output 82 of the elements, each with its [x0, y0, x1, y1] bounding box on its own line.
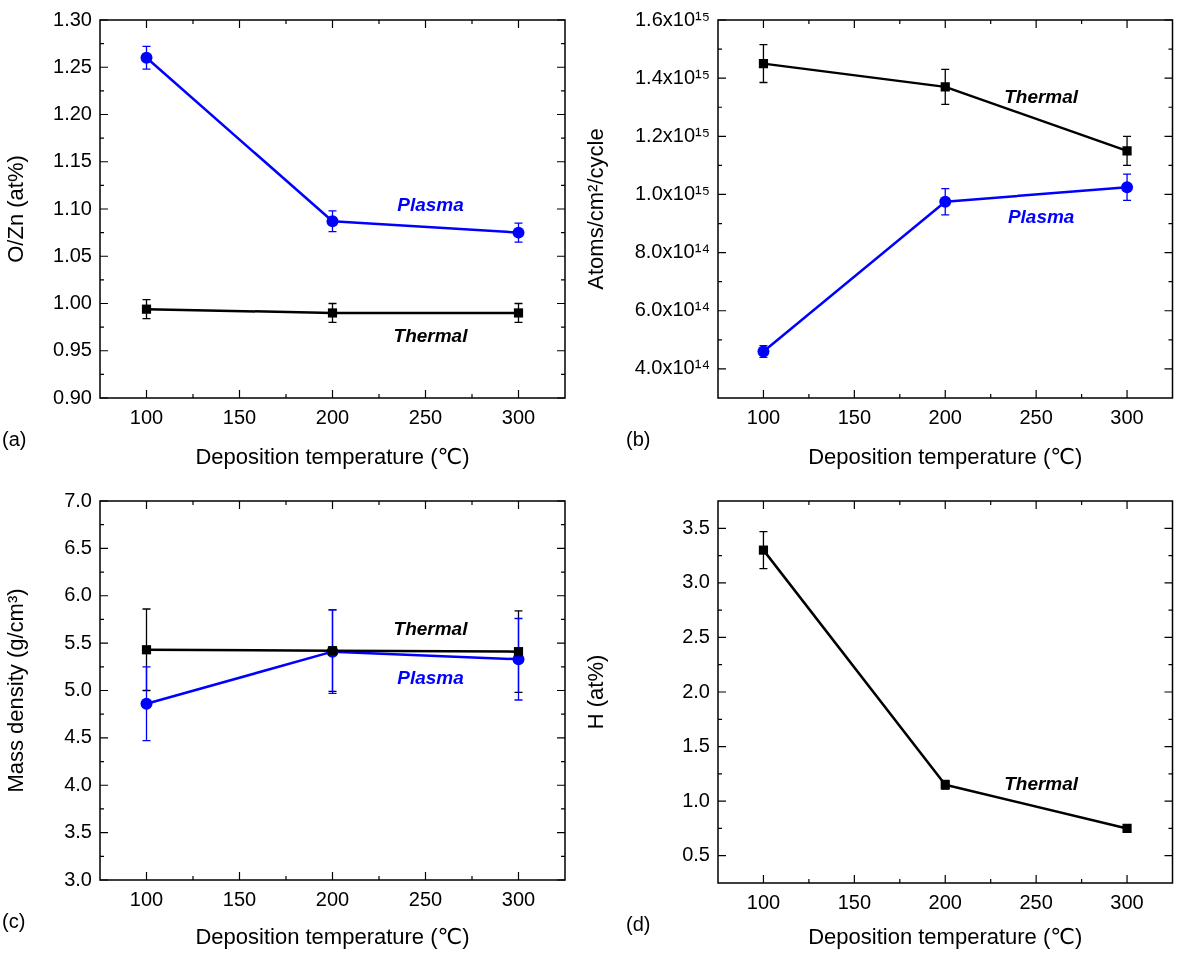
x-tick-label: 150 — [837, 405, 872, 428]
point — [1122, 823, 1132, 834]
x-tick-label: 250 — [408, 887, 443, 910]
x-tick-label: 300 — [1110, 890, 1144, 913]
y-tick-label: 5.0 — [64, 678, 92, 701]
point — [141, 645, 152, 655]
y-tick-label: 3.0 — [682, 570, 710, 593]
y-tick-label: 1.00 — [53, 291, 92, 314]
point — [512, 226, 525, 239]
x-tick-label: 100 — [129, 887, 164, 910]
y-tick-label: 6.0x10¹⁴ — [634, 298, 710, 321]
point — [326, 215, 339, 228]
point — [140, 51, 153, 64]
text: (c) — [2, 909, 26, 932]
y-axis-title: O/Zn (at%) — [3, 155, 29, 263]
y-tick-label: 0.90 — [53, 385, 92, 408]
y-tick-label: 0.5 — [682, 843, 710, 866]
point — [140, 697, 153, 710]
y-tick-label: 6.0 — [64, 583, 92, 606]
x-tick-label: 250 — [408, 405, 443, 428]
series-label: Thermal — [1004, 773, 1079, 795]
series-label: Thermal — [393, 324, 469, 346]
y-tick-label: 1.0x10¹⁵ — [635, 181, 710, 204]
x-tick-label: 100 — [129, 405, 164, 428]
point — [758, 545, 769, 555]
y-tick-label: 2.0 — [682, 679, 710, 702]
y-tick-label: 1.6x10¹⁵ — [635, 7, 710, 30]
x-axis-title: Deposition temperature (℃) — [808, 923, 1083, 949]
y-tick-label: 1.05 — [53, 243, 92, 266]
x-tick-label: 150 — [222, 887, 257, 910]
y-axis-title: Atoms/cm²/cycle — [583, 128, 609, 290]
y-tick-label: 7.0 — [64, 488, 92, 511]
text: (b) — [626, 427, 651, 450]
series-label: Plasma — [397, 667, 465, 689]
y-tick-label: 1.25 — [53, 54, 92, 77]
x-tick-label: 250 — [1019, 405, 1053, 428]
y-tick-label: 4.5 — [64, 725, 92, 748]
series-label: Plasma — [1007, 206, 1075, 228]
y-tick-label: 1.30 — [53, 7, 92, 30]
x-tick-label: 200 — [315, 405, 350, 428]
series-label: Plasma — [397, 193, 465, 215]
y-tick-label: 6.5 — [64, 535, 92, 558]
x-tick-label: 150 — [837, 890, 872, 913]
y-tick-label: 3.5 — [682, 515, 710, 538]
x-tick-label: 100 — [746, 890, 781, 913]
y-tick-label: 4.0x10¹⁴ — [634, 356, 710, 379]
y-tick-label: 1.4x10¹⁵ — [635, 65, 710, 88]
x-tick-label: 300 — [1110, 405, 1144, 428]
x-tick-label: 300 — [501, 405, 536, 428]
x-tick-label: 250 — [1019, 890, 1053, 913]
x-tick-label: 200 — [928, 890, 962, 913]
text: (a) — [2, 427, 27, 450]
y-tick-label: 1.2x10¹⁵ — [635, 123, 710, 146]
y-tick-label: 1.10 — [53, 196, 92, 219]
x-tick-label: 200 — [315, 887, 350, 910]
y-tick-label: 1.5 — [682, 734, 710, 757]
text: (d) — [626, 912, 651, 935]
y-tick-label: 3.5 — [64, 820, 92, 843]
point — [327, 308, 338, 318]
series-label: Thermal — [1004, 85, 1079, 107]
y-axis-title: Mass density (g/cm³) — [3, 588, 29, 793]
y-tick-label: 1.0 — [682, 788, 710, 811]
y-tick-label: 5.5 — [64, 630, 92, 653]
point — [513, 647, 524, 657]
y-tick-label: 1.20 — [53, 102, 92, 125]
x-tick-label: 200 — [928, 405, 962, 428]
point — [141, 304, 152, 314]
x-tick-label: 300 — [501, 887, 536, 910]
y-tick-label: 4.0 — [64, 772, 92, 795]
y-tick-label: 2.5 — [682, 624, 710, 647]
y-tick-label: 8.0x10¹⁴ — [634, 240, 710, 263]
x-axis-title: Deposition temperature (℃) — [195, 443, 470, 469]
point — [513, 308, 524, 318]
x-tick-label: 100 — [746, 405, 781, 428]
y-tick-label: 0.95 — [53, 338, 92, 361]
y-tick-label: 3.0 — [64, 867, 92, 890]
x-tick-label: 150 — [222, 405, 257, 428]
x-axis-title: Deposition temperature (℃) — [808, 443, 1083, 469]
series-label: Thermal — [393, 617, 469, 639]
x-axis-title: Deposition temperature (℃) — [195, 923, 470, 949]
y-tick-label: 1.15 — [53, 149, 92, 172]
y-axis-title: H (at%) — [583, 654, 609, 730]
